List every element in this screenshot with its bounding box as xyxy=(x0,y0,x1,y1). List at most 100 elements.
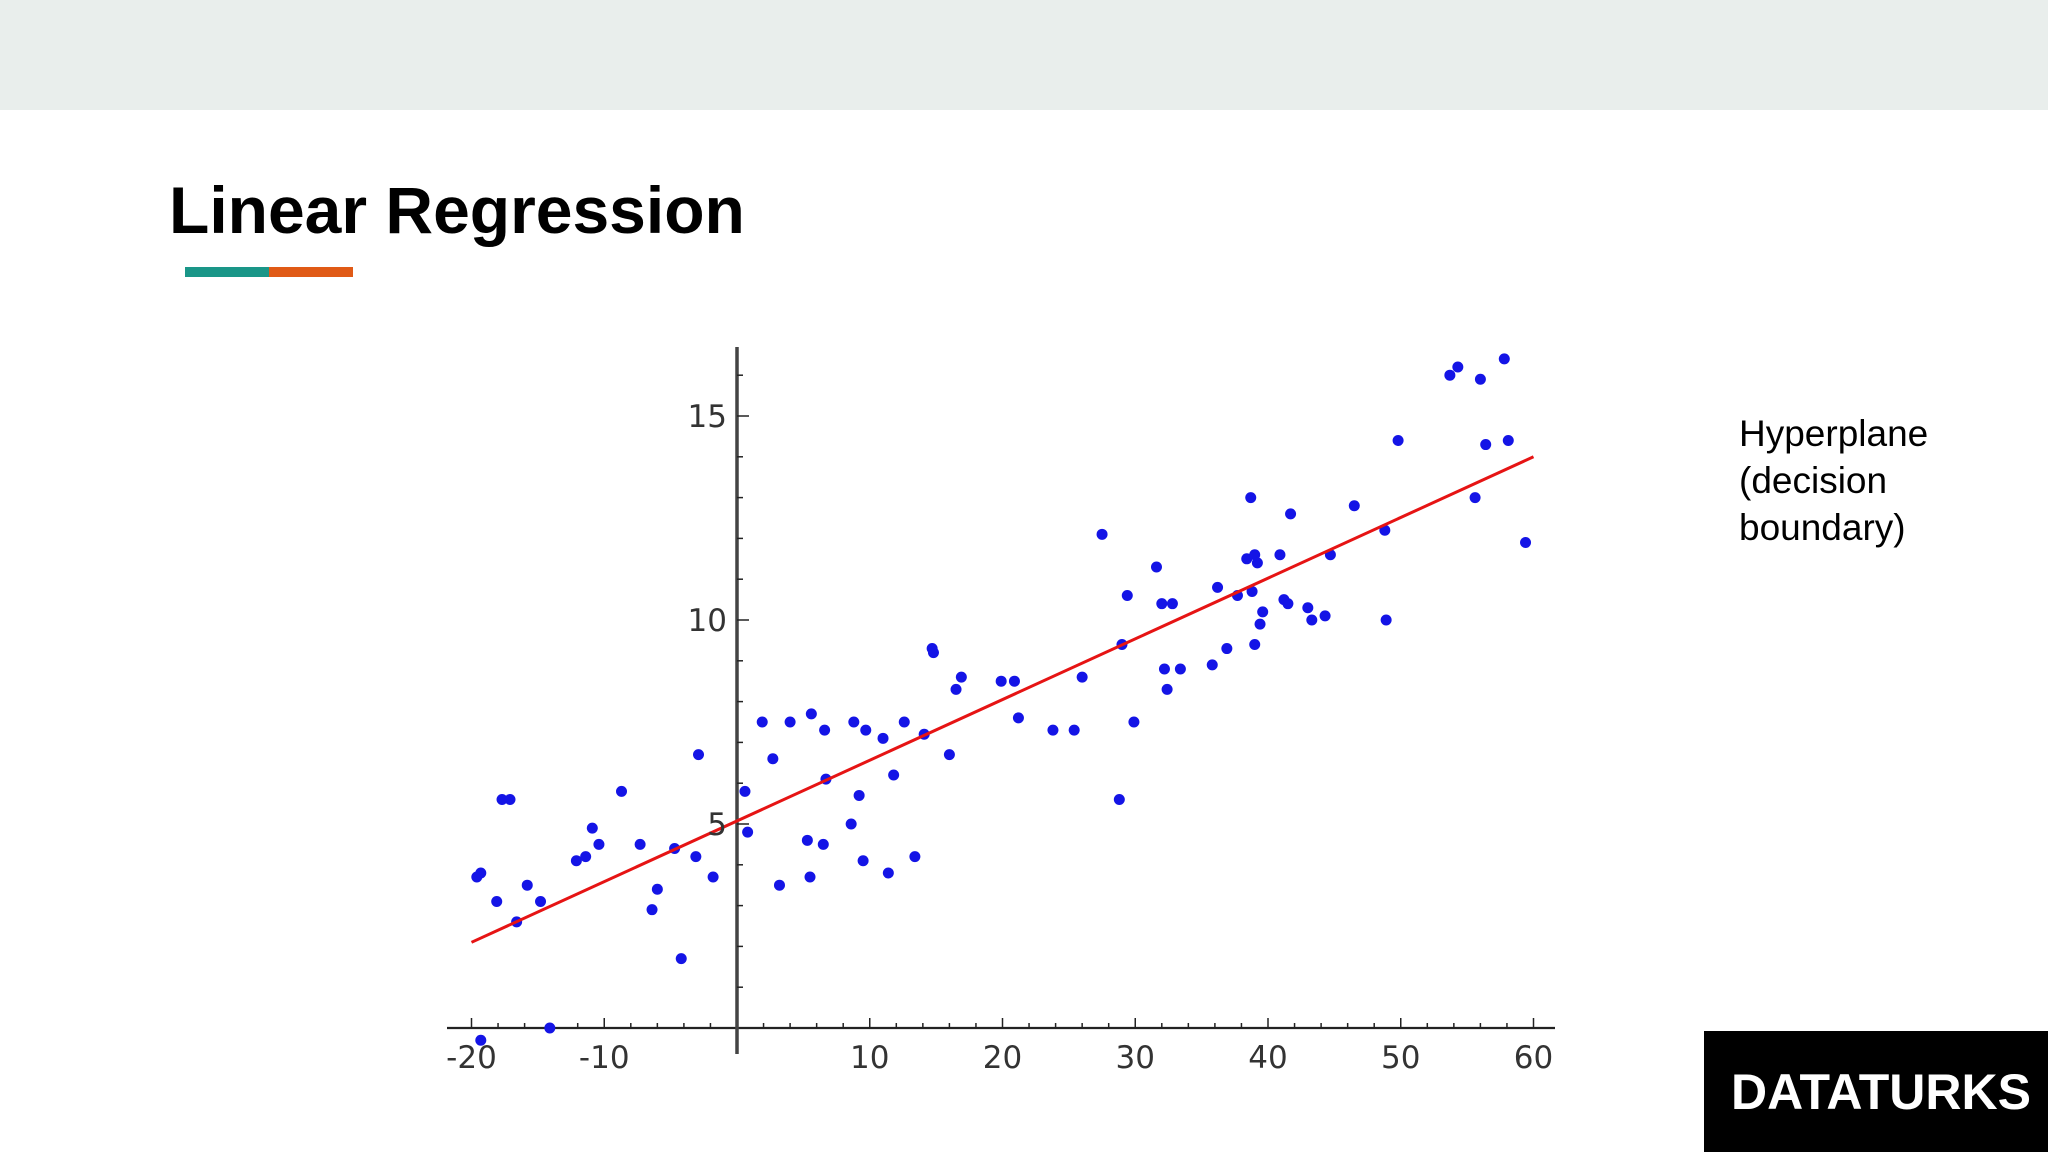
data-point xyxy=(1068,724,1080,736)
data-point xyxy=(882,867,894,879)
data-point xyxy=(1474,373,1486,385)
data-point xyxy=(1161,683,1173,695)
data-point xyxy=(1452,361,1464,373)
data-point xyxy=(805,708,817,720)
data-point xyxy=(570,855,582,867)
underline-orange-segment xyxy=(269,267,353,277)
data-point xyxy=(955,671,967,683)
data-point xyxy=(544,1022,556,1034)
data-point xyxy=(742,826,754,838)
data-point xyxy=(1254,618,1266,630)
data-point xyxy=(784,716,796,728)
data-point xyxy=(1392,434,1404,446)
data-point xyxy=(1498,353,1510,365)
data-point xyxy=(1166,598,1178,610)
data-point xyxy=(898,716,910,728)
data-point xyxy=(1076,671,1088,683)
x-tick-label: -10 xyxy=(579,1040,630,1076)
data-point xyxy=(1008,675,1020,687)
data-point xyxy=(475,1034,487,1046)
data-point xyxy=(707,871,719,883)
data-point xyxy=(1285,508,1297,520)
data-point xyxy=(853,789,865,801)
data-point xyxy=(1012,712,1024,724)
tick-labels: -20 -10 10 20 30 40 50 60 5 10 15 xyxy=(446,399,1553,1076)
data-point xyxy=(593,838,605,850)
data-point xyxy=(1306,614,1318,626)
data-point xyxy=(804,871,816,883)
data-point xyxy=(1113,794,1125,806)
data-point xyxy=(693,749,705,761)
annotation-line-3: boundary) xyxy=(1739,507,1906,548)
data-point xyxy=(819,724,831,736)
data-point xyxy=(943,749,955,761)
data-point xyxy=(496,794,508,806)
underline-teal-segment xyxy=(185,267,269,277)
data-point xyxy=(521,879,533,891)
data-point xyxy=(1121,590,1133,602)
annotation-line-1: Hyperplane xyxy=(1739,413,1929,454)
x-tick-label: -20 xyxy=(446,1040,497,1076)
data-point xyxy=(690,851,702,863)
data-point xyxy=(634,838,646,850)
annotation: Hyperplane (decision boundary) xyxy=(1739,410,1999,551)
data-point xyxy=(475,867,487,879)
data-point xyxy=(1249,638,1261,650)
data-point xyxy=(1221,643,1233,655)
data-point xyxy=(773,879,785,891)
data-point xyxy=(651,883,663,895)
data-point xyxy=(857,855,869,867)
data-point xyxy=(848,716,860,728)
data-point xyxy=(1444,369,1456,381)
data-point xyxy=(491,896,503,908)
data-point xyxy=(1274,549,1286,561)
data-point xyxy=(1128,716,1140,728)
data-point xyxy=(1480,439,1492,451)
x-tick-label: 30 xyxy=(1116,1040,1155,1076)
data-point xyxy=(995,675,1007,687)
data-point xyxy=(1469,492,1481,504)
data-point xyxy=(675,953,687,965)
data-point xyxy=(877,732,889,744)
y-tick-label: 15 xyxy=(688,399,727,435)
data-point xyxy=(1282,598,1294,610)
data-point xyxy=(1348,500,1360,512)
data-point xyxy=(1156,598,1168,610)
data-point xyxy=(1206,659,1218,671)
data-point xyxy=(1319,610,1331,622)
data-point xyxy=(1174,663,1186,675)
data-point xyxy=(586,822,598,834)
data-point xyxy=(845,818,857,830)
regression-line-group xyxy=(470,455,1535,944)
x-tick-label: 40 xyxy=(1248,1040,1287,1076)
data-point xyxy=(860,724,872,736)
x-tick-label: 50 xyxy=(1381,1040,1420,1076)
data-point xyxy=(1520,536,1532,548)
data-point xyxy=(1502,434,1514,446)
data-point xyxy=(616,785,628,797)
data-point xyxy=(535,896,547,908)
data-point xyxy=(1380,614,1392,626)
data-point xyxy=(1246,585,1258,597)
data-point xyxy=(504,794,516,806)
top-band xyxy=(0,0,2048,110)
y-tick-label: 10 xyxy=(688,603,727,639)
title-underline xyxy=(185,267,353,277)
logo: DATATURKS xyxy=(1704,1031,2048,1152)
data-point xyxy=(1096,528,1108,540)
regression-line xyxy=(470,455,1535,944)
data-point xyxy=(1150,561,1162,573)
logo-text: DATATURKS xyxy=(1731,1063,2031,1120)
data-point xyxy=(1245,492,1257,504)
y-tick-label: 5 xyxy=(707,807,727,843)
data-point xyxy=(756,716,768,728)
data-point xyxy=(580,851,592,863)
data-point xyxy=(1251,557,1263,569)
x-tick-label: 10 xyxy=(850,1040,889,1076)
data-point xyxy=(888,769,900,781)
data-point xyxy=(950,683,962,695)
data-point xyxy=(767,753,779,765)
data-point xyxy=(1302,602,1314,614)
data-point xyxy=(909,851,921,863)
